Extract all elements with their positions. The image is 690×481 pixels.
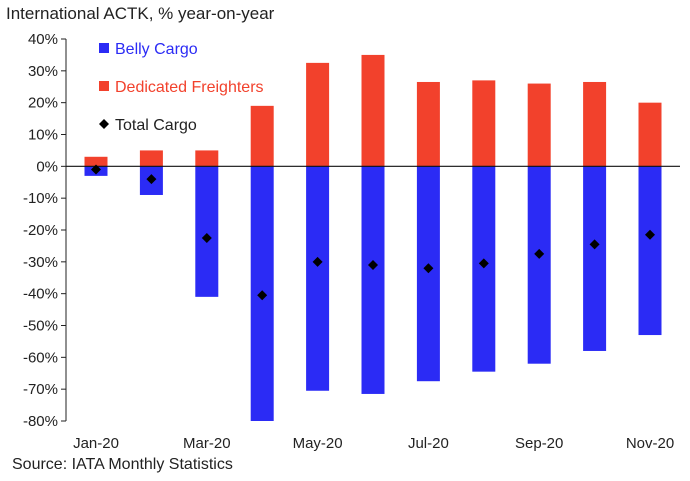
y-tick-label: 30% (28, 63, 58, 80)
total-cargo-marker (534, 248, 545, 259)
y-tick-label: -80% (23, 413, 58, 430)
y-tick-label: 0% (36, 158, 58, 175)
x-tick-label: Mar-20 (183, 435, 231, 452)
total-cargo-marker (257, 290, 268, 301)
y-tick-label: -40% (23, 286, 58, 303)
legend-label: Belly Cargo (115, 41, 198, 58)
dedicated-freighters-bar (527, 83, 551, 167)
x-axis: Jan-20 Mar-20 May-20 Jul-20 Sep-20 Nov-20 (73, 435, 674, 452)
bars (84, 54, 662, 421)
total-cargo-markers (91, 164, 655, 301)
dedicated-freighters-bar (583, 81, 607, 167)
belly-cargo-bar (306, 166, 330, 391)
chart-title: International ACTK, % year-on-year (6, 4, 275, 23)
legend: Belly Cargo Dedicated Freighters Total Car… (99, 41, 264, 134)
belly-cargo-bar (583, 166, 607, 351)
belly-cargo-bar (472, 166, 496, 372)
y-tick-label: 20% (28, 95, 58, 112)
dedicated-freighters-bar (139, 150, 163, 167)
y-tick-label: -60% (23, 349, 58, 366)
dedicated-freighters-bar (472, 80, 496, 167)
dedicated-freighters-bar (306, 62, 330, 167)
y-tick-label: 10% (28, 127, 58, 144)
y-tick-label: -70% (23, 381, 58, 398)
y-tick-label: -20% (23, 222, 58, 239)
legend-label: Total Cargo (115, 117, 197, 134)
total-cargo-marker (146, 174, 157, 185)
total-cargo-marker (368, 260, 378, 271)
dedicated-freighters-bar (361, 54, 385, 167)
y-tick-label: 40% (28, 31, 58, 48)
dedicated-freighters-bar (638, 102, 662, 167)
y-tick-label: -10% (23, 190, 58, 207)
belly-cargo-bar (195, 166, 219, 297)
legend-label: Dedicated Freighters (115, 79, 264, 96)
belly-cargo-bar (638, 166, 662, 336)
legend-swatch (99, 119, 109, 129)
source-note: Source: IATA Monthly Statistics (12, 456, 233, 473)
y-axis: 40% 30% 20% 10% 0% -10% -20% -30% -40% -50% -60% -7… (23, 31, 67, 430)
x-tick-label: May-20 (293, 435, 343, 452)
belly-cargo-bar (416, 166, 440, 382)
x-tick-label: Jan-20 (73, 435, 119, 452)
dedicated-freighters-bar (84, 156, 108, 167)
legend-swatch (99, 81, 109, 91)
belly-cargo-bar (361, 166, 385, 394)
dedicated-freighters-bar (195, 150, 219, 167)
y-tick-label: -30% (23, 254, 58, 271)
dedicated-freighters-bar (416, 81, 440, 167)
total-cargo-marker (201, 232, 212, 243)
dedicated-freighters-bar (250, 105, 274, 167)
x-tick-label: Jul-20 (408, 435, 449, 452)
total-cargo-marker (312, 256, 323, 267)
legend-swatch (99, 43, 109, 53)
belly-cargo-bar (527, 166, 551, 364)
x-tick-label: Nov-20 (626, 435, 674, 452)
total-cargo-marker (589, 239, 600, 250)
total-cargo-marker (423, 263, 434, 274)
x-tick-label: Sep-20 (515, 435, 563, 452)
y-tick-label: -50% (23, 318, 58, 335)
total-cargo-marker (91, 164, 101, 175)
total-cargo-marker (478, 258, 489, 269)
total-cargo-marker (645, 229, 655, 240)
